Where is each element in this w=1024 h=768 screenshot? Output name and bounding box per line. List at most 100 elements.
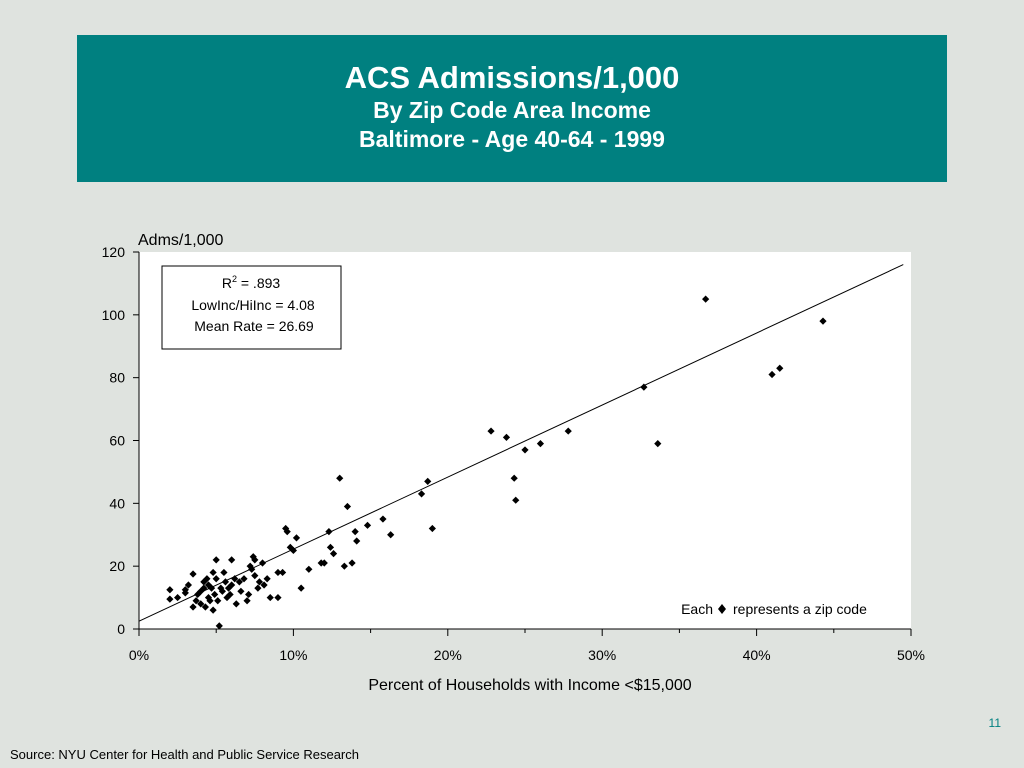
data-point [212,575,220,583]
y-tick-label: 0 [117,621,125,637]
stats-box: R2 = .893 LowInc/HiInc = 4.08 Mean Rate … [161,265,342,350]
data-point [283,528,291,536]
slide-title: ACS Admissions/1,000 [344,60,680,95]
data-point [237,587,245,595]
data-point [249,553,257,561]
data-point [274,568,282,577]
data-point [521,446,529,454]
data-point [260,581,268,589]
data-point [654,440,662,448]
x-tick-label: 40% [743,647,771,663]
data-point [174,593,182,602]
data-point [263,575,271,583]
data-point [189,603,197,611]
data-point [214,597,222,605]
slide-subtitle: By Zip Code Area Income [373,97,651,123]
data-point [424,477,432,485]
data-point [218,587,226,595]
data-point [211,590,219,599]
data-point [255,578,264,586]
data-point [192,597,200,605]
legend-note: Each represents a zip code [681,601,867,617]
data-point [564,427,572,435]
x-axis-label: Percent of Households with Income <$15,0… [368,677,691,694]
data-point [189,570,197,578]
data-point [336,474,344,482]
data-point [819,317,827,325]
data-point [240,575,248,583]
data-point [305,565,313,573]
data-point [768,370,776,379]
data-point [228,556,236,564]
data-point [289,546,297,555]
data-point [776,364,784,372]
data-point [197,600,205,608]
data-point [200,584,208,592]
slide-number: 11 [988,716,1001,730]
data-point [510,474,518,482]
data-point [292,534,301,542]
mean-rate-text: Mean Rate = 26.69 [194,318,314,334]
data-point [217,584,225,592]
ratio-text: LowInc/HiInc = 4.08 [191,297,315,313]
legend-note-prefix: Each [681,601,713,617]
x-tick-label: 0% [129,647,149,663]
data-point [181,586,189,594]
data-point [201,603,209,611]
data-point [487,427,495,435]
y-tick-label: 60 [109,433,125,449]
data-point [326,543,335,551]
source-note: Source: NYU Center for Health and Public… [10,747,359,762]
y-tick-label: 120 [102,244,126,260]
data-point [251,571,259,580]
data-point [640,383,648,391]
data-point [220,568,228,577]
data-point [206,597,214,605]
y-tick-label: 80 [109,370,125,386]
y-axis: 0 20 40 60 80 100 120 [102,244,139,637]
data-point [251,556,259,564]
data-point [243,597,251,605]
data-point [348,559,356,567]
data-point [320,559,328,567]
x-axis: 0% 10% 20% 30% 40% 50% [129,629,925,663]
y-tick-label: 100 [102,307,126,323]
data-point [286,543,294,551]
data-point [207,584,216,592]
data-point [329,550,338,558]
y-axis-label: Adms/1,000 [138,232,223,249]
data-point [228,581,236,589]
r-squared-exponent: 2 [232,274,237,284]
data-point [502,433,511,441]
data-point [204,593,213,602]
data-point [221,578,230,586]
data-point [226,590,234,599]
data-point [184,581,193,589]
x-tick-label: 30% [588,647,616,663]
data-point [212,556,220,564]
data-point [274,593,282,602]
data-point [266,593,274,602]
slide-subtitle-detail: Baltimore - Age 40-64 - 1999 [359,126,665,152]
y-tick-label: 40 [109,495,125,511]
data-point [325,528,333,536]
x-tick-label: 20% [434,647,462,663]
r-squared-text: R2 = .893 [222,274,281,291]
y-tick-label: 20 [109,558,125,574]
diamond-marker-icon [718,604,726,614]
data-point [702,295,710,303]
data-point [387,531,395,539]
data-point [166,586,174,594]
data-point [417,490,426,498]
data-point [512,496,520,504]
data-point [254,584,262,592]
data-point [203,575,211,583]
data-point [340,562,348,570]
data-point [235,578,243,586]
data-point [353,537,361,545]
data-point [232,600,240,608]
data-point [363,521,372,529]
data-point [248,565,256,573]
r-squared-label: R [222,275,232,291]
